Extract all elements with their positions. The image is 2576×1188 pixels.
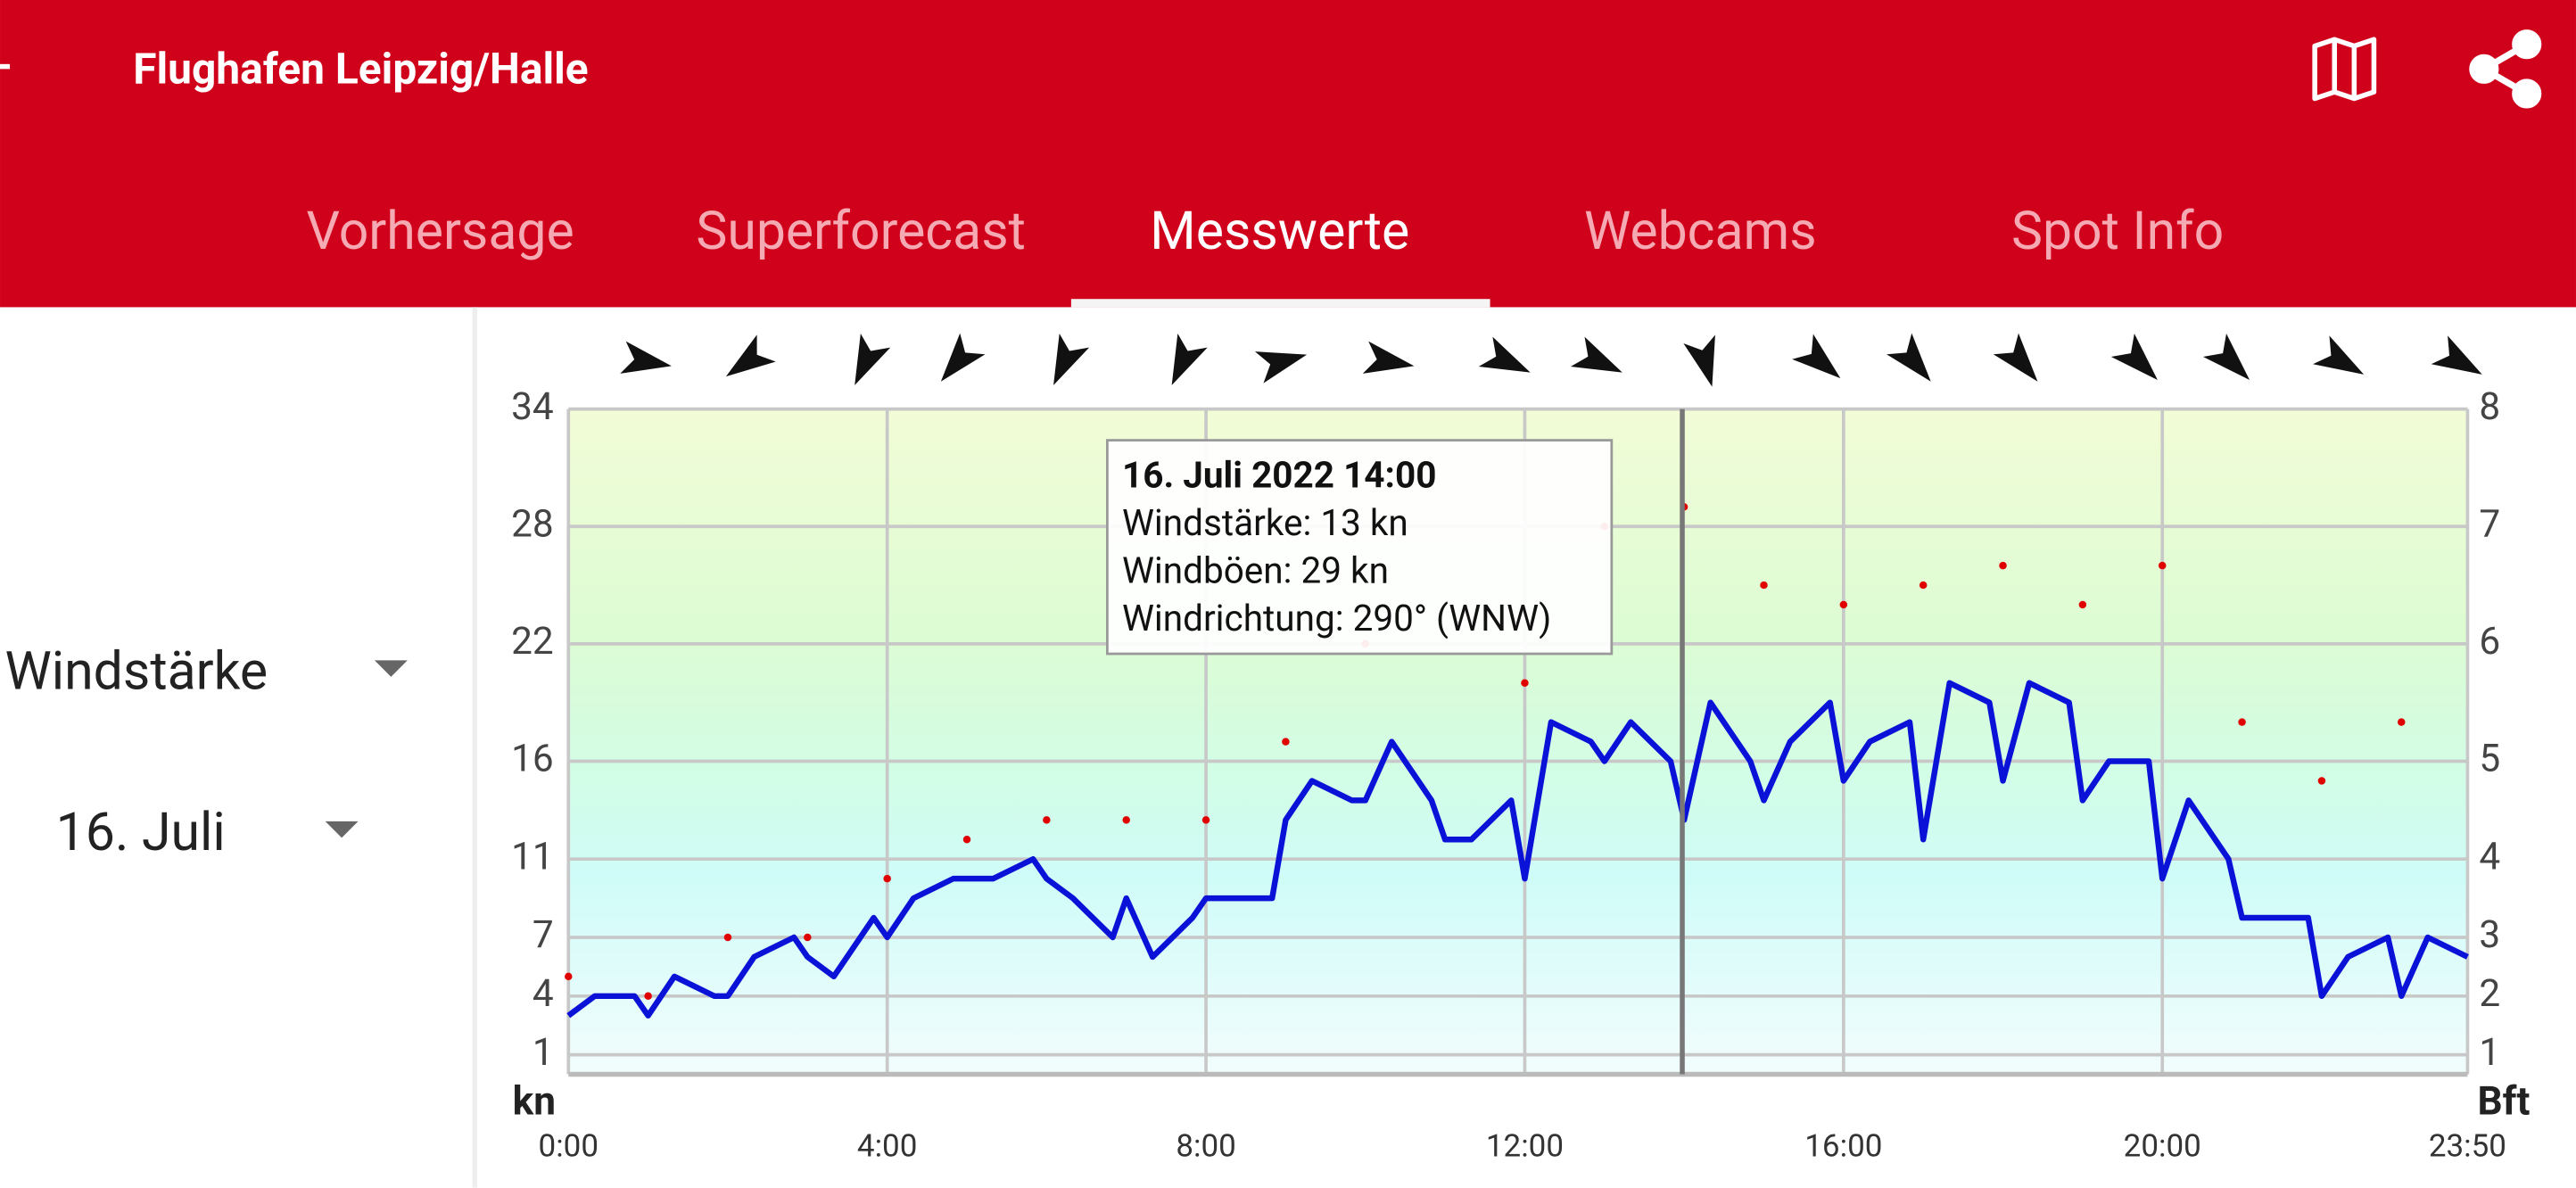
direction-arrow (2110, 333, 2158, 381)
y-tick-label: 11 (511, 835, 554, 879)
direction-arrow (620, 341, 672, 374)
share-button[interactable] (2469, 29, 2542, 109)
tooltip-line: Windböen: 29 kn (1122, 549, 1389, 591)
gust-dot (1839, 600, 1848, 609)
gust-dot (2317, 777, 2326, 785)
tooltip-line: 16. Juli 2022 14:00 (1122, 454, 1436, 497)
gust-dot (1043, 816, 1051, 824)
x-tick-label: 8:00 (1176, 1128, 1235, 1165)
direction-arrow (1254, 351, 1308, 384)
direction-arrow (2431, 335, 2482, 375)
direction-arrow (1887, 333, 1931, 382)
direction-arrow (1478, 336, 1531, 373)
direction-arrow (1362, 341, 1415, 374)
gust-dot (644, 992, 652, 1001)
active-tab-indicator (1070, 299, 1490, 308)
gust-dot (2238, 718, 2246, 726)
x-tick-label: 20:00 (2124, 1128, 2201, 1165)
title: Flughafen Leipzig/Halle (133, 45, 588, 95)
direction-arrow (725, 334, 776, 377)
gust-dot (2078, 600, 2087, 609)
x-tick-label: 16:00 (1804, 1128, 1882, 1165)
tab[interactable]: Superforecast (696, 201, 1026, 262)
direction-arrow (1570, 336, 1622, 373)
gust-dot (1999, 561, 2007, 570)
tooltip-line: Windrichtung: 290° (WNW) (1122, 597, 1551, 639)
gust-dot (2398, 718, 2406, 726)
gust-dot (1521, 679, 1529, 687)
dropdown-icon[interactable] (325, 821, 359, 838)
tab[interactable]: Vorhersage (307, 201, 574, 262)
y-tick-label: 1 (533, 1031, 554, 1075)
gust-dot (962, 836, 971, 844)
y-tick-label: 4 (533, 972, 554, 1016)
tooltip (1106, 439, 1614, 656)
direction-arrow (1171, 334, 1208, 385)
wind-speed-line (566, 680, 2469, 1019)
dropdown-icon[interactable] (374, 660, 408, 677)
y-axis-unit: kn (513, 1077, 556, 1124)
y2-tick-label: 4 (2479, 835, 2500, 879)
y2-axis-unit: Bft (2477, 1077, 2530, 1124)
direction-arrow (2313, 335, 2365, 375)
y-tick-label: 28 (511, 502, 554, 546)
map-button[interactable] (2312, 37, 2377, 102)
y2-tick-label: 2 (2479, 972, 2500, 1016)
y2-tick-label: 5 (2479, 738, 2500, 781)
x-tick-label: 23:50 (2429, 1128, 2506, 1165)
y-tick-label: 16 (511, 738, 554, 781)
gust-dot (723, 933, 732, 942)
gust-dot (1760, 581, 1768, 590)
gust-dot (883, 874, 891, 883)
x-tick-label: 12:00 (1486, 1128, 1564, 1165)
back-button[interactable] (0, 63, 11, 70)
direction-arrow (855, 334, 891, 385)
direction-arrow (2202, 333, 2250, 381)
gust-dot (1919, 581, 1928, 590)
y-tick-label: 7 (533, 913, 554, 957)
tab[interactable]: Messwerte (1150, 201, 1409, 262)
gust-dot (1201, 816, 1210, 824)
gust-dot (1282, 738, 1290, 746)
y-tick-label: 34 (511, 385, 554, 429)
direction-arrow (1792, 334, 1841, 379)
app-bar (0, 0, 2576, 308)
parameter-select[interactable]: Windstärke (5, 641, 268, 703)
y2-tick-label: 7 (2479, 502, 2500, 546)
gust-dot (804, 933, 812, 942)
direction-arrow (1683, 334, 1715, 387)
direction-arrow (1053, 334, 1090, 385)
tab-bar: Vorhersage Superforecast Messwerte Webcams S… (307, 201, 2224, 308)
date-select[interactable]: 16. Juli (56, 802, 226, 863)
y2-tick-label: 8 (2479, 385, 2500, 429)
gust-dot (565, 972, 573, 981)
gust-dot (1122, 816, 1130, 824)
y2-tick-label: 6 (2479, 620, 2500, 664)
gust-dot (2158, 561, 2167, 570)
direction-arrow (940, 333, 986, 382)
direction-arrows (620, 333, 2482, 387)
y-tick-label: 22 (511, 620, 554, 664)
x-tick-label: 4:00 (857, 1128, 917, 1165)
x-tick-label: 0:00 (539, 1128, 599, 1165)
tab[interactable]: Webcams (1584, 201, 1817, 262)
y2-tick-label: 3 (2479, 913, 2500, 957)
direction-arrow (1993, 333, 2038, 382)
y2-tick-label: 1 (2479, 1031, 2500, 1075)
tooltip-line: Windstärke: 13 kn (1122, 501, 1408, 544)
tab[interactable]: Spot Info (2011, 201, 2224, 262)
